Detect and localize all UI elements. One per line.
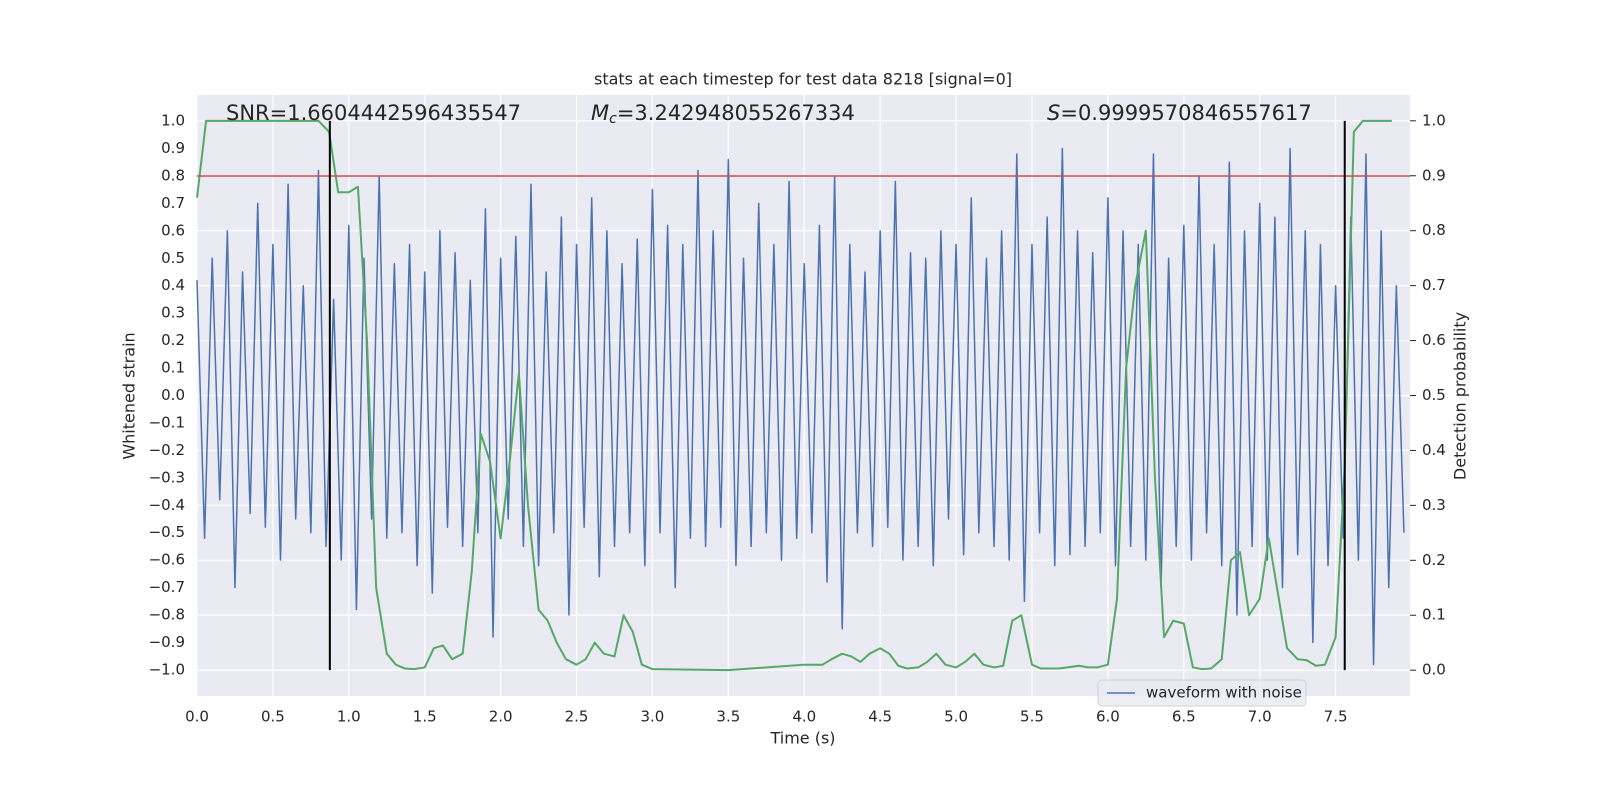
y-axis-label: Whitened strain xyxy=(120,332,139,459)
y-tick-label: 0.1 xyxy=(161,359,185,377)
y-tick-label: 1.0 xyxy=(161,112,185,130)
y-tick-label: −0.3 xyxy=(149,468,185,486)
x-tick-label: 7.0 xyxy=(1248,708,1272,726)
y-tick-label: 0.6 xyxy=(161,221,185,239)
x-tick-label: 3.5 xyxy=(716,708,740,726)
x-tick-label: 6.5 xyxy=(1172,708,1196,726)
y2-tick-label: 0.0 xyxy=(1422,661,1446,679)
y-tick-label: −0.1 xyxy=(149,413,185,431)
annotation-text: =0.9999570846557617 xyxy=(1060,101,1311,125)
y-tick-label: −0.6 xyxy=(149,551,185,569)
x-tick-label: 1.5 xyxy=(413,708,437,726)
annotation: SNR=1.6604442596435547 xyxy=(226,101,521,125)
y-tick-label: 0.8 xyxy=(161,166,185,184)
y2-tick-label: 0.6 xyxy=(1422,331,1446,349)
y2-tick-label: 0.4 xyxy=(1422,441,1446,459)
chart-title: stats at each timestep for test data 821… xyxy=(594,70,1012,89)
x-axis-label: Time (s) xyxy=(769,729,835,748)
y-tick-label: −0.2 xyxy=(149,441,185,459)
y-tick-label: −1.0 xyxy=(149,660,185,678)
x-tick-label: 2.5 xyxy=(565,708,589,726)
x-tick-label: 0.0 xyxy=(185,708,209,726)
y-tick-label: 0.3 xyxy=(161,304,185,322)
y-tick-label: −0.4 xyxy=(149,496,185,514)
x-tick-label: 5.0 xyxy=(944,708,968,726)
y-tick-label: 0.4 xyxy=(161,276,185,294)
y2-tick-label: 0.9 xyxy=(1422,166,1446,184)
y2-axis-label: Detection probability xyxy=(1451,312,1470,480)
probability-line xyxy=(196,119,1392,672)
y-tick-label: −0.5 xyxy=(149,523,185,541)
x-tick-label: 5.5 xyxy=(1020,708,1044,726)
y2-tick-label: 0.8 xyxy=(1422,221,1446,239)
waveform-line xyxy=(196,147,1405,666)
annotation: S=0.9999570846557617 xyxy=(1047,101,1312,125)
y-tick-label: 0.5 xyxy=(161,249,185,267)
annotation-subscript: c xyxy=(609,111,617,127)
y-tick-label: 0.9 xyxy=(161,139,185,157)
annotation-symbol: M xyxy=(591,101,609,125)
legend-box xyxy=(1097,679,1307,707)
y2-tick-label: 0.7 xyxy=(1422,276,1446,294)
annotation-symbol: S xyxy=(1047,101,1060,125)
x-tick-label: 3.0 xyxy=(641,708,665,726)
x-tick-label: 6.0 xyxy=(1096,708,1120,726)
x-tick-label: 1.0 xyxy=(337,708,361,726)
y-tick-label: −0.7 xyxy=(149,578,185,596)
y2-tick-label: 0.3 xyxy=(1422,496,1446,514)
annotation-text: SNR=1.6604442596435547 xyxy=(226,101,521,125)
annotation-text: =3.242948055267334 xyxy=(617,101,855,125)
x-tick-label: 0.5 xyxy=(261,708,285,726)
y2-tick-label: 0.2 xyxy=(1422,551,1446,569)
y-tick-label: 0.0 xyxy=(161,386,185,404)
y-tick-label: −0.9 xyxy=(149,633,185,651)
x-tick-label: 4.5 xyxy=(868,708,892,726)
y2-tick-label: 0.1 xyxy=(1422,606,1446,624)
y2-tick-label: 1.0 xyxy=(1422,111,1446,129)
y-tick-label: −0.8 xyxy=(149,606,185,624)
x-tick-label: 7.5 xyxy=(1324,708,1348,726)
y2-tick-label: 0.5 xyxy=(1422,386,1446,404)
y-tick-label: 0.2 xyxy=(161,331,185,349)
x-tick-label: 4.0 xyxy=(792,708,816,726)
annotation: Mc=3.242948055267334 xyxy=(591,101,855,127)
x-tick-label: 2.0 xyxy=(489,708,513,726)
legend-label: waveform with noise xyxy=(1146,684,1302,702)
y-tick-label: 0.7 xyxy=(161,194,185,212)
